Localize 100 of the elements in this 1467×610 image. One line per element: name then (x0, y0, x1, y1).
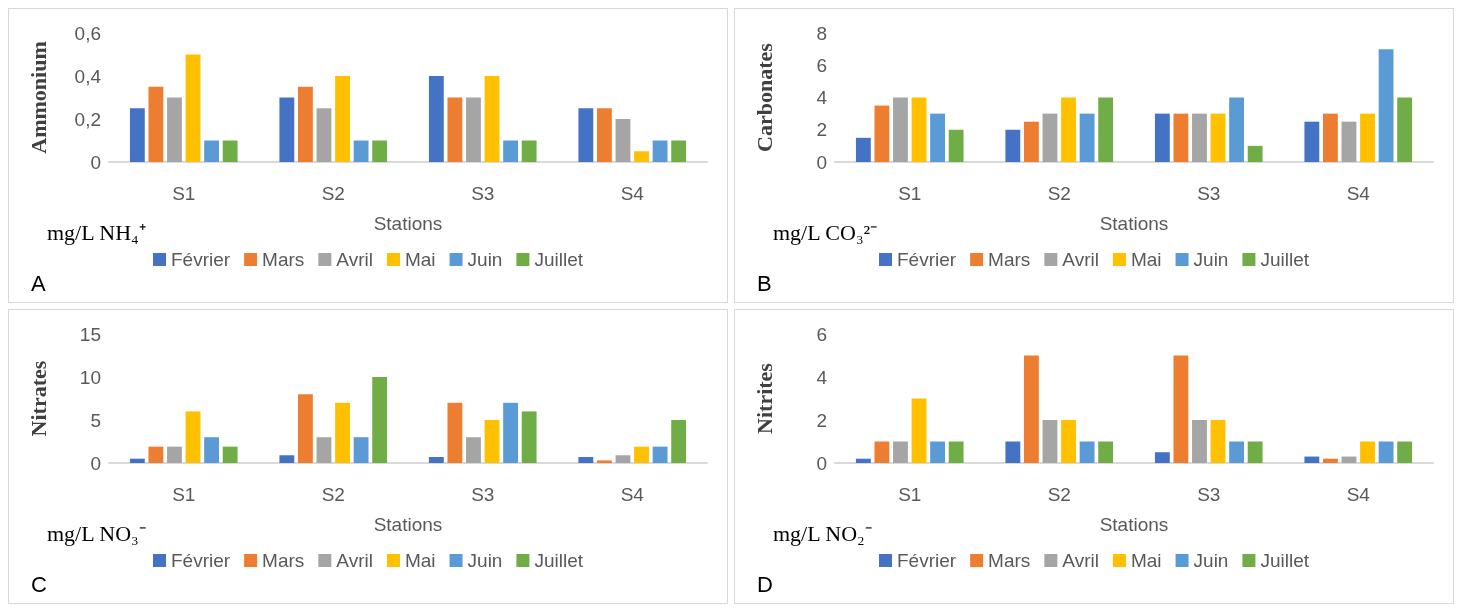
x-axis-title: Stations (373, 213, 443, 234)
y-axis-title: Nitrites (751, 362, 777, 434)
bar (596, 460, 612, 463)
bar (353, 140, 369, 162)
bar (911, 97, 927, 162)
y-tick-label: 0 (90, 151, 101, 173)
text: B (757, 270, 772, 296)
bar (1061, 420, 1076, 463)
x-axis-title: Stations (373, 514, 443, 535)
legend-label: Avril (336, 550, 373, 571)
bar (1322, 113, 1338, 162)
bar (596, 108, 612, 162)
x-tick-label: S4 (1346, 183, 1371, 204)
y-tick-label: 2 (816, 409, 827, 431)
bar (503, 140, 519, 162)
bar (204, 140, 220, 162)
legend-label: Juillet (1260, 249, 1310, 270)
bar (874, 105, 890, 162)
x-tick-label: S3 (1197, 484, 1221, 505)
bar (148, 86, 164, 162)
bar (893, 441, 908, 463)
y-axis-title: Ammonium (25, 41, 51, 154)
bar (204, 437, 220, 463)
bar (1397, 441, 1413, 463)
bar (185, 54, 201, 162)
legend-label: Juin (467, 550, 503, 571)
bar (1023, 121, 1039, 162)
bar (335, 76, 350, 162)
bar (428, 76, 444, 162)
bar (148, 446, 164, 463)
y-axis-title: Nitrates (25, 360, 51, 437)
bar (615, 119, 631, 162)
text: D (757, 571, 773, 597)
bar (1341, 121, 1357, 162)
legend-label: Février (897, 249, 957, 270)
bar (297, 394, 313, 463)
bar (1229, 441, 1245, 463)
bar (1173, 355, 1189, 463)
bar (615, 455, 631, 463)
bar (634, 151, 649, 162)
bar (222, 140, 238, 162)
bar (911, 398, 927, 463)
bar (503, 402, 519, 463)
legend-label: Juillet (534, 249, 584, 270)
bar (372, 140, 388, 162)
y-tick-label: 0,6 (74, 22, 101, 44)
y-tick-label: 8 (816, 22, 827, 44)
text: A (31, 270, 46, 296)
legend-label: Avril (1062, 550, 1099, 571)
bar (1397, 97, 1413, 162)
bar (1154, 452, 1170, 463)
legend-label: Juin (467, 249, 503, 270)
bar (1005, 129, 1021, 162)
bar (1360, 441, 1375, 463)
bar (447, 402, 463, 463)
legend-label: Mars (262, 249, 305, 270)
legend-label: Avril (336, 249, 373, 270)
text: mg/L CO₃²⁻ (773, 219, 878, 245)
bar (1042, 113, 1058, 162)
bar (316, 437, 332, 463)
legend-label: Mai (404, 249, 436, 270)
bar (428, 456, 444, 463)
text: mg/L NO₃⁻ (47, 520, 146, 546)
bar (1378, 49, 1394, 162)
bar (948, 129, 964, 162)
y-tick-label: 0 (816, 452, 827, 474)
x-tick-label: S1 (898, 183, 922, 204)
bar (652, 446, 668, 463)
legend-label: Avril (1062, 249, 1099, 270)
bar (279, 97, 295, 162)
bar (1192, 420, 1207, 463)
bar (1229, 97, 1245, 162)
bar (372, 377, 388, 463)
bar (297, 86, 313, 162)
x-tick-label: S1 (172, 484, 196, 505)
bar (1005, 441, 1021, 463)
legend-label: Février (171, 550, 231, 571)
bar (129, 458, 145, 463)
bar (874, 441, 890, 463)
bar (578, 456, 594, 463)
legend-label: Février (897, 550, 957, 571)
bar (484, 76, 500, 162)
bar (1154, 113, 1170, 162)
legend-label: Juin (1193, 249, 1229, 270)
x-tick-label: S2 (1047, 183, 1071, 204)
bar (855, 458, 871, 463)
bar (1192, 113, 1207, 162)
bar (353, 437, 369, 463)
x-tick-label: S3 (471, 484, 495, 505)
bar (652, 140, 668, 162)
bar (167, 97, 182, 162)
x-tick-label: S4 (620, 183, 645, 204)
bar (1098, 97, 1114, 162)
bar (521, 140, 537, 162)
x-tick-label: S3 (471, 183, 495, 204)
legend-label: Février (171, 249, 231, 270)
legend-label: Juin (1193, 550, 1229, 571)
bar (930, 113, 946, 162)
y-tick-label: 6 (816, 54, 827, 76)
legend-label: Juillet (1260, 550, 1310, 571)
